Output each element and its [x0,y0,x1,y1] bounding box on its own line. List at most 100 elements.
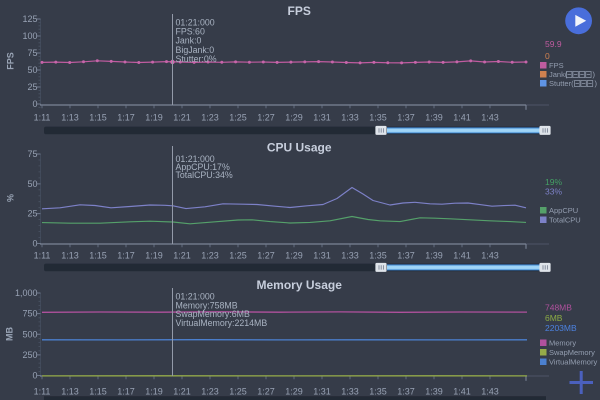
svg-text:1:21: 1:21 [173,387,191,397]
svg-text:1:31: 1:31 [313,387,331,397]
svg-text:1:37: 1:37 [397,387,415,397]
svg-text:1:23: 1:23 [201,113,219,123]
svg-text:%: % [6,194,16,202]
svg-text:125: 125 [22,14,37,24]
svg-text:250: 250 [22,350,37,360]
svg-text:1:27: 1:27 [257,113,275,123]
svg-text:1:29: 1:29 [285,251,303,261]
svg-text:1:33: 1:33 [341,251,359,261]
svg-text:TotalCPU: TotalCPU [549,216,581,225]
svg-text:FPS: FPS [549,61,564,70]
svg-text:1:35: 1:35 [369,387,387,397]
svg-text:VirtualMemory:2214MB: VirtualMemory:2214MB [176,318,268,328]
svg-text:01:21:000: 01:21:000 [176,18,215,28]
svg-text:1:29: 1:29 [285,387,303,397]
svg-text:1:13: 1:13 [61,113,79,123]
svg-text:1:35: 1:35 [369,113,387,123]
svg-text:750: 750 [22,309,37,319]
svg-text:1:13: 1:13 [61,251,79,261]
svg-text:50: 50 [27,65,37,75]
svg-text:): ) [593,70,596,79]
svg-text:0: 0 [32,238,37,248]
svg-text:1:43: 1:43 [481,387,499,397]
svg-text:33%: 33% [545,187,562,197]
svg-text:500: 500 [22,329,37,339]
svg-text:1:41: 1:41 [453,251,471,261]
svg-text:1:11: 1:11 [34,387,51,397]
svg-text:Stutter(: Stutter( [549,79,574,88]
svg-text:1:15: 1:15 [89,387,107,397]
svg-text:1:11: 1:11 [34,113,51,123]
svg-text:2203MB: 2203MB [545,323,577,333]
svg-text:1:35: 1:35 [369,251,387,261]
svg-text:1:25: 1:25 [229,251,247,261]
svg-text:50: 50 [27,179,37,189]
svg-text:0: 0 [32,371,37,381]
svg-text:1:33: 1:33 [341,113,359,123]
svg-text:FPS:60: FPS:60 [176,27,205,37]
svg-text:19%: 19% [545,177,562,187]
svg-text:1:15: 1:15 [89,251,107,261]
svg-text:6MB: 6MB [545,313,563,323]
svg-text:1:21: 1:21 [173,251,191,261]
svg-text:75: 75 [27,149,37,159]
svg-text:1:39: 1:39 [425,387,443,397]
svg-text:1:37: 1:37 [397,251,415,261]
svg-text:CPU Usage: CPU Usage [267,140,332,154]
svg-text:25: 25 [27,209,37,219]
svg-text:1:11: 1:11 [34,251,51,261]
svg-text:25: 25 [27,82,37,92]
svg-text:1:27: 1:27 [257,387,275,397]
svg-text:FPS: FPS [6,52,16,70]
svg-text:Memory: Memory [549,339,576,348]
svg-text:): ) [595,79,598,88]
svg-text:1:23: 1:23 [201,251,219,261]
svg-text:VirtualMemory: VirtualMemory [549,358,597,367]
svg-text:1:41: 1:41 [453,387,471,397]
svg-text:1:39: 1:39 [425,251,443,261]
svg-text:TotalCPU:34%: TotalCPU:34% [176,170,233,180]
svg-text:1:15: 1:15 [89,113,107,123]
svg-text:Stutter:0%: Stutter:0% [176,54,217,64]
svg-text:Jank(: Jank( [549,70,568,79]
svg-text:748MB: 748MB [545,303,572,313]
svg-text:1:17: 1:17 [117,387,135,397]
svg-text:1:39: 1:39 [425,113,443,123]
svg-text:0: 0 [32,99,37,109]
svg-text:1:17: 1:17 [117,113,135,123]
svg-text:1:29: 1:29 [285,113,303,123]
svg-text:1,000: 1,000 [15,288,38,298]
svg-text:01:21:000: 01:21:000 [176,154,215,164]
svg-text:01:21:000: 01:21:000 [176,292,215,302]
svg-text:100: 100 [22,31,37,41]
svg-text:BigJank:0: BigJank:0 [176,45,215,55]
svg-text:MB: MB [5,327,15,341]
svg-text:1:43: 1:43 [481,251,499,261]
svg-text:1:25: 1:25 [229,387,247,397]
svg-text:75: 75 [27,48,37,58]
svg-text:Memory Usage: Memory Usage [257,278,343,292]
svg-text:AppCPU:17%: AppCPU:17% [176,162,230,172]
svg-text:1:13: 1:13 [61,387,79,397]
svg-text:1:25: 1:25 [229,113,247,123]
svg-text:Jank:0: Jank:0 [176,36,202,46]
svg-text:1:33: 1:33 [341,387,359,397]
svg-text:Memory:758MB: Memory:758MB [176,300,238,310]
svg-text:1:43: 1:43 [481,113,499,123]
svg-text:AppCPU: AppCPU [549,206,578,215]
svg-text:1:19: 1:19 [145,251,163,261]
svg-text:1:23: 1:23 [201,387,219,397]
svg-text:SwapMemory: SwapMemory [549,348,595,357]
svg-text:59.9: 59.9 [545,39,562,49]
svg-text:1:27: 1:27 [257,251,275,261]
svg-text:1:19: 1:19 [145,387,163,397]
svg-text:1:19: 1:19 [145,113,163,123]
svg-text:1:17: 1:17 [117,251,135,261]
svg-text:1:37: 1:37 [397,113,415,123]
svg-text:1:31: 1:31 [313,251,331,261]
svg-text:SwapMemory:6MB: SwapMemory:6MB [176,309,250,319]
svg-text:1:31: 1:31 [313,113,331,123]
svg-text:1:41: 1:41 [453,113,471,123]
svg-text:FPS: FPS [288,4,311,18]
svg-text:0: 0 [545,51,550,61]
